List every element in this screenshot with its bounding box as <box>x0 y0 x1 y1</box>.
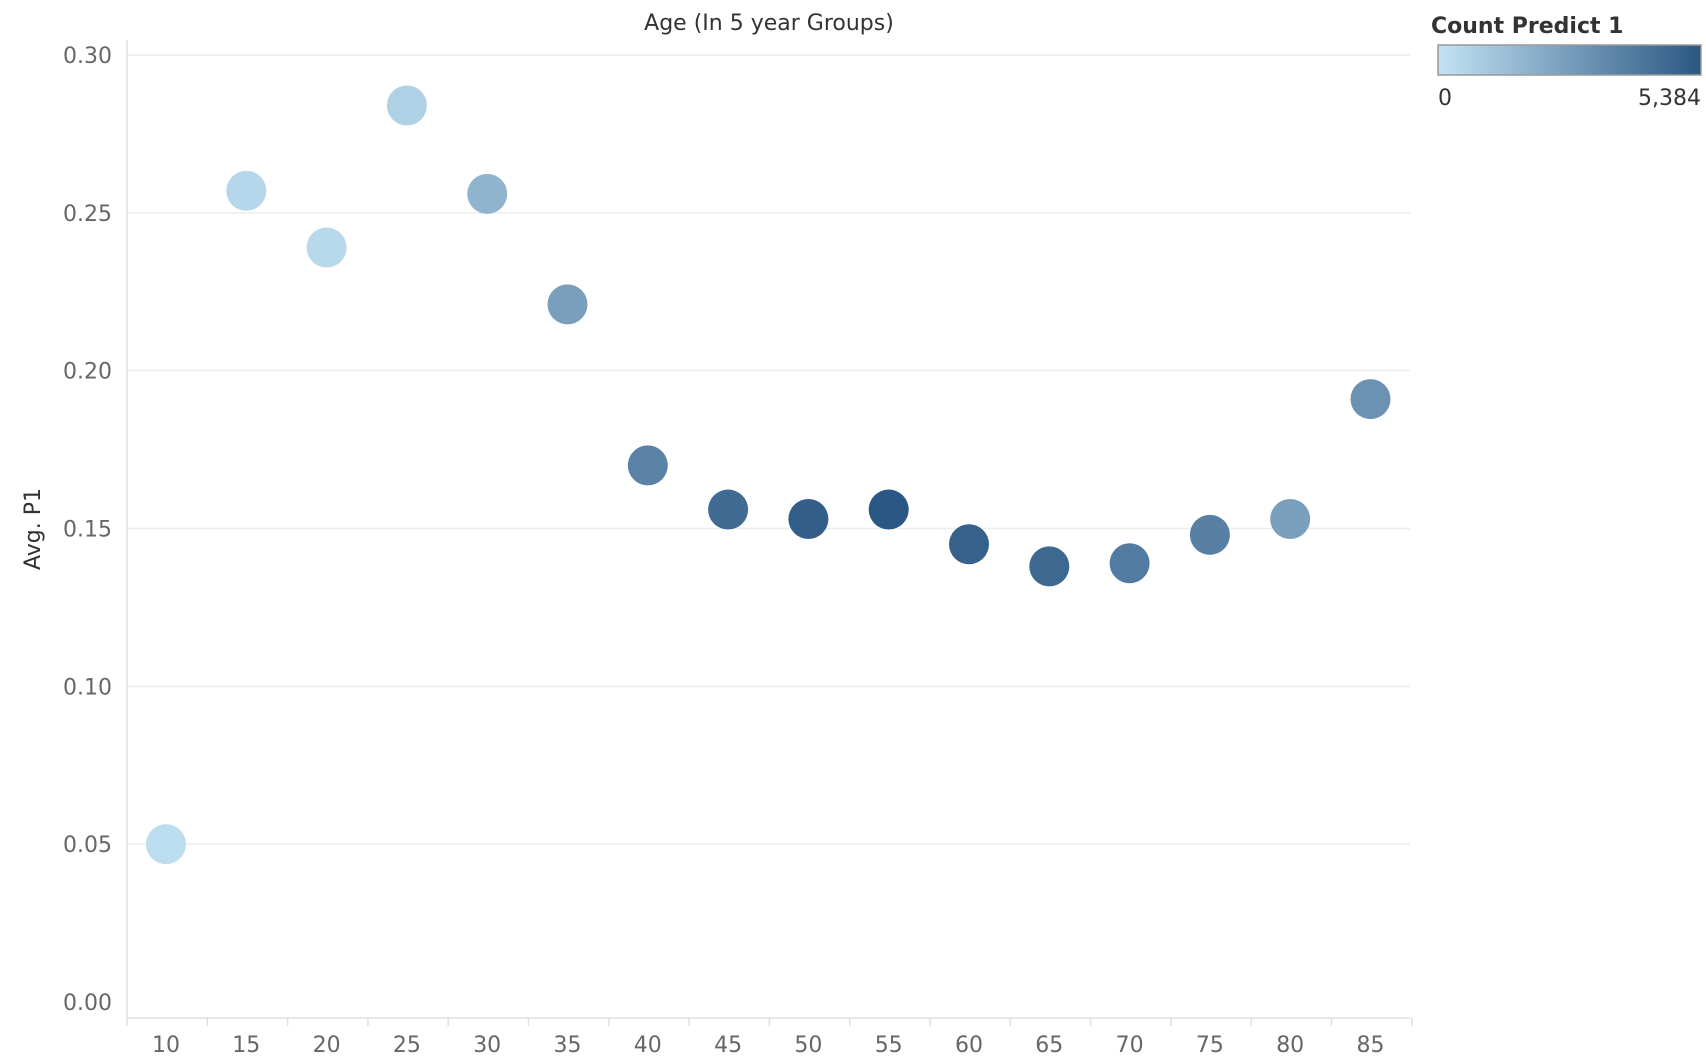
data-point[interactable] <box>868 489 909 530</box>
x-tick-label: 70 <box>1116 1033 1144 1058</box>
grid <box>127 54 1410 845</box>
y-tick-label: 0.10 <box>63 675 112 700</box>
data-point[interactable] <box>547 284 588 325</box>
x-tick-label: 60 <box>955 1033 983 1058</box>
x-tick-label: 85 <box>1357 1033 1385 1058</box>
x-tick-label: 35 <box>554 1033 582 1058</box>
data-point[interactable] <box>386 85 427 126</box>
y-tick-label: 0.05 <box>63 833 112 858</box>
data-point[interactable] <box>467 173 508 214</box>
x-tick-labels: 10 15 20 25 30 35 40 45 50 55 60 65 70 75 80 85 <box>152 1033 1385 1058</box>
x-tick-label: 45 <box>714 1033 742 1058</box>
x-tick-label: 20 <box>313 1033 341 1058</box>
legend-title: Count Predict 1 <box>1431 14 1623 39</box>
y-tick-label: 0.25 <box>63 202 112 227</box>
data-point[interactable] <box>1350 379 1391 420</box>
x-tick-label: 50 <box>794 1033 822 1058</box>
axes <box>126 40 1413 1026</box>
x-tick-label: 75 <box>1196 1033 1224 1058</box>
x-tick-label: 65 <box>1035 1033 1063 1058</box>
data-point[interactable] <box>1109 543 1150 584</box>
data-point[interactable] <box>1029 546 1070 587</box>
x-tick-label: 80 <box>1276 1033 1304 1058</box>
data-point[interactable] <box>627 445 668 486</box>
data-point[interactable] <box>306 227 347 268</box>
data-point[interactable] <box>708 489 749 530</box>
data-point[interactable] <box>226 170 267 211</box>
y-tick-label: 0.20 <box>63 360 112 385</box>
y-tick-label: 0.15 <box>63 518 112 543</box>
x-tick-label: 15 <box>232 1033 260 1058</box>
y-axis-title: Avg. P1 <box>21 488 46 570</box>
color-legend: Count Predict 1 0 5,384 <box>1431 14 1702 111</box>
legend-min-label: 0 <box>1438 86 1452 111</box>
x-tick-label: 10 <box>152 1033 180 1058</box>
legend-gradient-bar <box>1437 44 1702 76</box>
data-point[interactable] <box>1189 514 1230 555</box>
y-tick-label: 0.30 <box>63 44 112 69</box>
legend-max-label: 5,384 <box>1638 86 1701 111</box>
x-axis-title: Age (In 5 year Groups) <box>644 11 894 36</box>
data-point[interactable] <box>788 499 829 540</box>
x-tick-label: 40 <box>634 1033 662 1058</box>
y-tick-label: 0.00 <box>63 991 112 1016</box>
y-tick-labels: 0.00 0.05 0.10 0.15 0.20 0.25 0.30 <box>63 44 112 1016</box>
data-points <box>146 85 1391 865</box>
data-point[interactable] <box>146 824 186 865</box>
x-tick-label: 30 <box>473 1033 501 1058</box>
x-tick-label: 25 <box>393 1033 421 1058</box>
data-point[interactable] <box>1270 499 1311 540</box>
data-point[interactable] <box>949 524 989 565</box>
x-tick-label: 55 <box>875 1033 903 1058</box>
